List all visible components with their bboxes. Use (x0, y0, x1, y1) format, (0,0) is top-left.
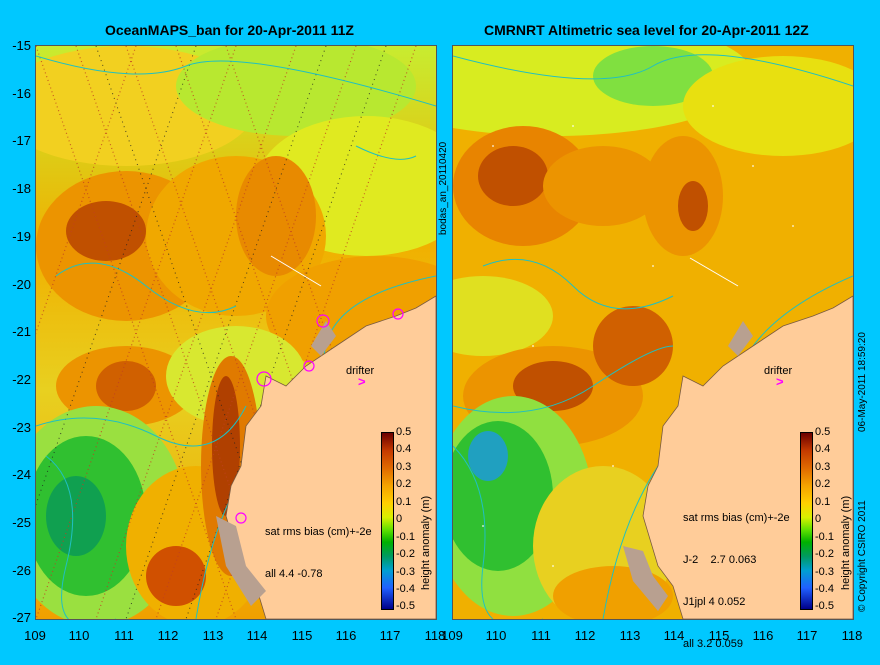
right-map-panel (452, 45, 854, 620)
x-tick-label: 117 (796, 628, 818, 643)
x-tick-label: 116 (752, 628, 774, 643)
colorbar-tick: -0.2 (815, 548, 834, 560)
right-map-title: CMRNRT Altimetric sea level for 20-Apr-2… (484, 22, 809, 38)
colorbar-tick: 0.5 (815, 426, 831, 438)
x-tick-label: 109 (24, 628, 46, 643)
colorbar-tick: 0.5 (396, 426, 412, 438)
colorbar-tick: -0.3 (396, 566, 415, 578)
right-drifter-arrow: > (776, 374, 784, 389)
colorbar-tick: 0.1 (815, 496, 831, 508)
x-tick-label: 111 (114, 628, 134, 643)
colorbar-tick: 0.3 (815, 461, 831, 473)
drifter-text: drifter (764, 365, 793, 377)
right-drifter-label: drifter (764, 365, 792, 377)
stats-header: sat rms bias (cm)+-2e (683, 512, 790, 524)
x-tick-label: 118 (841, 628, 863, 643)
stats-line: J1jpl 4 0.052 (683, 596, 746, 608)
generation-timestamp: 06-May-2011 18:59:20 (857, 332, 868, 432)
x-tick-label: 110 (485, 628, 507, 643)
colorbar-tick: 0.4 (396, 443, 412, 455)
y-tick-label: -26 (12, 563, 31, 578)
x-tick-label: 115 (291, 628, 313, 643)
copyright-notice: © Copyright CSIRO 2011 (857, 500, 868, 612)
x-tick-label: 113 (202, 628, 224, 643)
left-drifter-label: drifter (346, 365, 374, 377)
left-drifter-arrow: > (358, 374, 366, 389)
x-tick-label: 114 (246, 628, 268, 643)
colorbar-tick: -0.1 (815, 531, 834, 543)
x-tick-label: 114 (663, 628, 685, 643)
colorbar-tick: -0.3 (815, 566, 834, 578)
colorbar-tick: 0.2 (815, 478, 831, 490)
right-colorbar (800, 432, 813, 610)
y-tick-label: -27 (12, 610, 31, 625)
x-tick-label: 109 (441, 628, 463, 643)
x-tick-label: 112 (574, 628, 596, 643)
colorbar-tick: 0.1 (396, 496, 412, 508)
drifter-text: drifter (346, 365, 375, 377)
y-tick-label: -23 (12, 420, 31, 435)
y-tick-label: -19 (12, 229, 31, 244)
x-tick-label: 117 (379, 628, 401, 643)
y-tick-label: -25 (12, 515, 31, 530)
y-tick-label: -21 (12, 324, 31, 339)
colorbar-tick: -0.1 (396, 531, 415, 543)
x-tick-label: 113 (619, 628, 641, 643)
y-tick-label: -22 (12, 372, 31, 387)
stats-line: all 3.2 0.059 (683, 638, 743, 650)
left-map-canvas (36, 46, 436, 619)
x-tick-label: 115 (708, 628, 730, 643)
y-tick-label: -18 (12, 181, 31, 196)
left-map-title: OceanMAPS_ban for 20-Apr-2011 11Z (105, 22, 354, 38)
y-tick-label: -20 (12, 277, 31, 292)
x-tick-label: 111 (531, 628, 551, 643)
x-tick-label: 118 (424, 628, 446, 643)
colorbar-tick: -0.2 (396, 548, 415, 560)
x-tick-label: 116 (335, 628, 357, 643)
right-stats: sat rms bias (cm)+-2e J-2 2.7 0.063 J1jp… (683, 483, 790, 665)
right-map-canvas (453, 46, 853, 619)
right-colorbar-title: height anomaly (m) (840, 495, 852, 590)
colorbar-tick: -0.4 (396, 583, 415, 595)
left-colorbar (381, 432, 394, 610)
left-stats: sat rms bias (cm)+-2e all 4.4 -0.78 (265, 497, 372, 595)
colorbar-tick: -0.4 (815, 583, 834, 595)
analysis-id-label: bodas_an_20110420 (438, 141, 449, 235)
colorbar-tick: 0 (396, 513, 403, 525)
x-tick-label: 110 (68, 628, 90, 643)
left-map-panel (35, 45, 437, 620)
colorbar-tick: 0 (815, 513, 822, 525)
stats-line: all 4.4 -0.78 (265, 568, 323, 580)
colorbar-tick: -0.5 (815, 600, 834, 612)
colorbar-tick: -0.5 (396, 600, 415, 612)
colorbar-tick: 0.2 (396, 478, 412, 490)
left-colorbar-title: height anomaly (m) (420, 495, 432, 590)
colorbar-tick: 0.3 (396, 461, 412, 473)
stats-line: J-2 2.7 0.063 (683, 554, 757, 566)
x-tick-label: 112 (157, 628, 179, 643)
colorbar-tick: 0.4 (815, 443, 831, 455)
y-tick-label: -17 (12, 133, 31, 148)
y-tick-label: -16 (12, 86, 31, 101)
y-tick-label: -24 (12, 467, 31, 482)
stats-header: sat rms bias (cm)+-2e (265, 526, 372, 538)
y-tick-label: -15 (12, 38, 31, 53)
